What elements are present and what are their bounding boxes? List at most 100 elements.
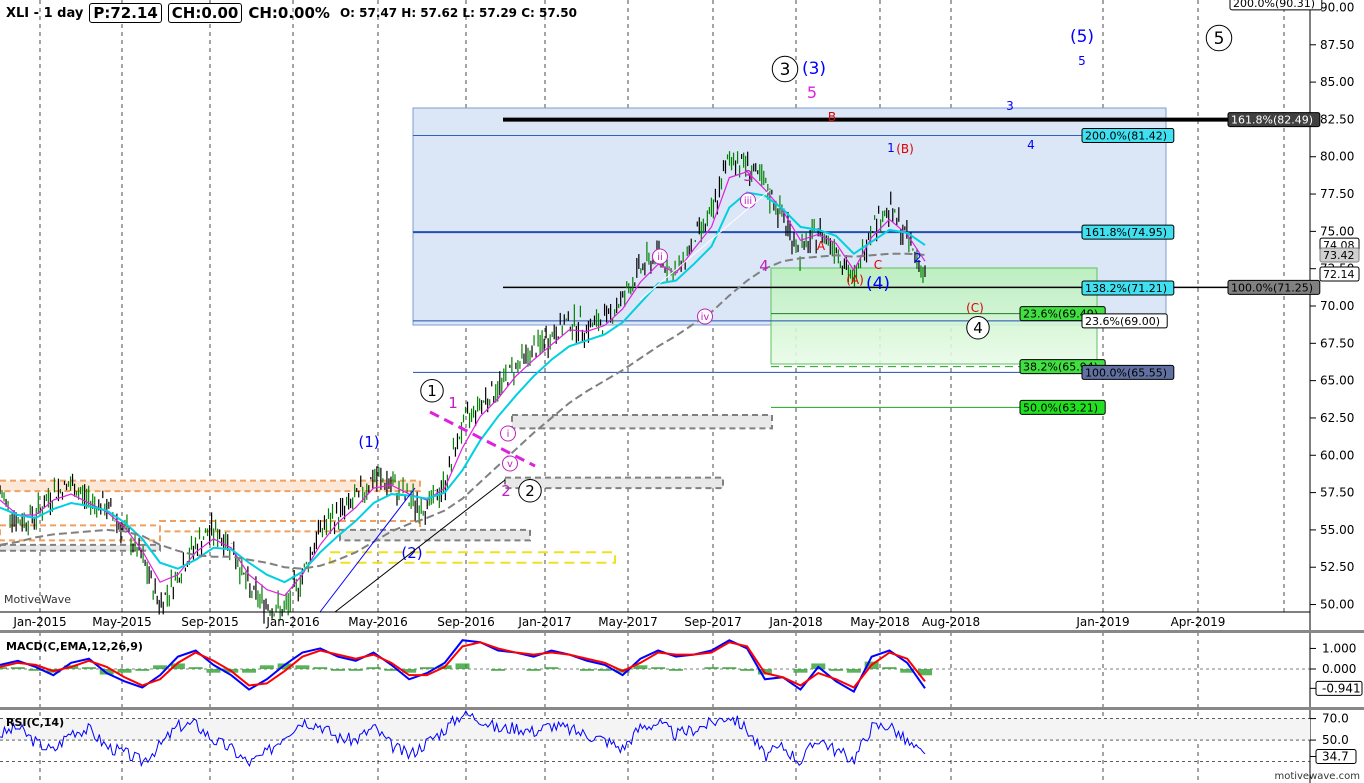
macd-title: MACD(C,EMA,12,26,9) xyxy=(6,640,143,653)
wave-label: 2 xyxy=(525,482,535,500)
wave-label: 5 xyxy=(807,83,817,102)
macd-histogram-bar xyxy=(10,667,25,669)
x-tick-label: Jan-2018 xyxy=(768,615,822,629)
wave-label: B xyxy=(828,110,836,124)
wave-label-circle xyxy=(771,55,799,83)
chart-header: XLI - 1 day P:72.14 CH:0.00 CH:0.00% O: … xyxy=(6,2,577,24)
y-tick-label: 70.00 xyxy=(1320,299,1354,313)
wave-label: (A) xyxy=(846,273,864,287)
x-tick-label: May-2018 xyxy=(850,615,909,629)
macd-histogram-bar xyxy=(313,667,328,669)
price-label-box xyxy=(1319,247,1360,263)
change-badge: CH:0.00 xyxy=(167,3,243,23)
macd-histogram-bar xyxy=(99,669,114,675)
macd-histogram-bar xyxy=(117,669,132,673)
macd-histogram-bar xyxy=(135,669,150,671)
price-label: 73.42 xyxy=(1323,249,1355,262)
rsi-value-box xyxy=(1315,749,1357,765)
support-box xyxy=(504,476,724,490)
macd-histogram-bar xyxy=(846,669,861,673)
x-tick-label: Apr-2019 xyxy=(1171,615,1226,629)
y-tick-label: 60.00 xyxy=(1320,448,1354,462)
wave-label: A xyxy=(817,239,826,253)
macd-value-box xyxy=(1315,680,1363,696)
macd-histogram-bar xyxy=(491,669,506,671)
wave-label-circle xyxy=(697,308,713,325)
wave-label: ii xyxy=(657,252,663,263)
macd-histogram-bar xyxy=(81,667,96,669)
macd-histogram-bar xyxy=(206,669,221,673)
support-box xyxy=(329,551,616,564)
macd-y-label: -0.941 xyxy=(1322,681,1361,695)
wave-label: 3 xyxy=(743,167,753,185)
macd-histogram-bar xyxy=(295,665,310,669)
price-label: 161.8%(74.95) xyxy=(1085,226,1167,239)
x-tick-label: Sep-2015 xyxy=(181,615,239,629)
macd-histogram-bar xyxy=(170,663,185,669)
rsi-y-label: 50.0 xyxy=(1322,733,1349,747)
macd-histogram-bar xyxy=(384,669,399,671)
wave-label: i xyxy=(507,429,510,440)
price-label-box xyxy=(1019,399,1106,415)
rsi-y-label: 34.7 xyxy=(1322,750,1349,764)
watermark-right: motivewave.com xyxy=(1274,771,1360,782)
macd-y-label: 0.000 xyxy=(1322,662,1356,676)
wave-label: 5 xyxy=(1214,29,1225,49)
price-label-box xyxy=(1081,128,1175,144)
macd-histogram-bar xyxy=(900,669,915,673)
macd-histogram-bar xyxy=(402,669,417,673)
price-label: 138.2%(71.21) xyxy=(1085,282,1167,295)
y-tick-label: 55.00 xyxy=(1320,523,1354,537)
support-box xyxy=(159,519,421,533)
macd-histogram-bar xyxy=(544,667,559,669)
macd-line xyxy=(0,639,926,694)
x-tick-label: Jan-2015 xyxy=(12,615,66,629)
rsi-band xyxy=(0,718,1310,741)
rsi-y-label: 70.0 xyxy=(1322,712,1349,726)
macd-histogram-bar xyxy=(651,667,666,669)
price-label: 200.0%(81.42) xyxy=(1085,130,1167,143)
macd-histogram-bar xyxy=(793,669,808,673)
y-tick-label: 62.50 xyxy=(1320,411,1354,425)
macd-histogram-bar xyxy=(188,667,203,669)
macd-histogram-bar xyxy=(330,669,345,671)
wave-label-circle xyxy=(500,425,516,442)
y-tick-label: 52.50 xyxy=(1320,560,1354,574)
y-tick-label: 85.00 xyxy=(1320,75,1354,89)
price-label-box xyxy=(1227,112,1321,128)
panel-divider xyxy=(0,630,1364,633)
price-label: 161.8%(82.49) xyxy=(1231,114,1313,127)
price-label: 200.0%(90.31) xyxy=(1233,0,1315,10)
x-tick-label: May-2017 xyxy=(598,615,657,629)
price-label-box xyxy=(1229,0,1323,11)
price-label-box xyxy=(1081,280,1175,296)
price-label: 100.0%(71.25) xyxy=(1231,281,1313,294)
wave-label: 5 xyxy=(1078,54,1086,68)
price-label: 38.2%(65.94) xyxy=(1023,361,1098,374)
symbol-label: XLI - 1 day xyxy=(6,5,84,21)
x-tick-label: Jan-2017 xyxy=(517,615,571,629)
macd-histogram-bar xyxy=(526,669,541,671)
wave-label: (B) xyxy=(896,142,914,156)
x-tick-label: May-2016 xyxy=(348,615,407,629)
wave-label: 4 xyxy=(1027,138,1035,152)
macd-histogram-bar xyxy=(722,667,737,669)
price-label-box xyxy=(1319,266,1360,282)
y-tick-label: 77.50 xyxy=(1320,187,1354,201)
x-tick-label: Sep-2016 xyxy=(437,615,495,629)
macd-histogram-bar xyxy=(348,669,363,671)
rsi-line xyxy=(0,710,926,768)
y-tick-label: 57.50 xyxy=(1320,486,1354,500)
price-series-line xyxy=(0,252,926,570)
support-box xyxy=(339,528,531,542)
price-label: 72.14 xyxy=(1323,268,1355,281)
x-tick-label: Aug-2018 xyxy=(922,615,980,629)
y-tick-label: 90.00 xyxy=(1320,0,1354,14)
macd-histogram-bar xyxy=(259,665,274,669)
trend-line xyxy=(319,487,416,613)
macd-histogram-bar xyxy=(153,665,168,669)
wave-label-circle xyxy=(518,479,542,503)
trend-line xyxy=(429,410,536,468)
wave-label: C xyxy=(874,258,882,272)
